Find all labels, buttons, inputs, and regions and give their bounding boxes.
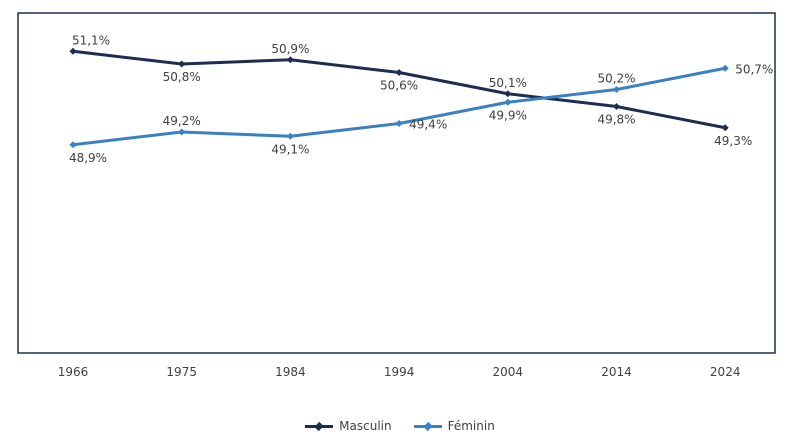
x-tick-label: 2004 xyxy=(493,365,524,379)
x-axis-ticks: 1966 1975 1984 1994 2004 2014 2024 xyxy=(58,365,741,379)
data-label: 50,1% xyxy=(489,76,527,90)
data-label: 50,9% xyxy=(271,42,309,56)
data-labels: 51,1% 50,8% 50,9% 50,6% 50,1% 49,8% 49,3% 48,9%… xyxy=(69,33,773,165)
series-lines xyxy=(69,47,729,149)
legend-label-masculin: Masculin xyxy=(339,419,392,433)
data-label: 48,9% xyxy=(69,151,107,165)
data-point xyxy=(721,64,729,72)
data-label: 50,6% xyxy=(380,79,418,93)
data-point xyxy=(395,119,403,128)
data-point xyxy=(178,128,186,136)
x-tick-label: 2014 xyxy=(601,365,632,379)
plot-frame xyxy=(17,12,776,354)
data-point xyxy=(69,141,77,149)
legend: Masculin Féminin xyxy=(0,419,800,433)
x-tick-label: 1984 xyxy=(275,365,306,379)
data-point xyxy=(178,60,186,68)
data-label: 49,4% xyxy=(409,118,447,132)
data-point xyxy=(286,56,294,64)
legend-swatch-feminin xyxy=(413,421,442,431)
data-point xyxy=(504,98,512,106)
data-label: 50,7% xyxy=(735,62,773,76)
legend-item-masculin[interactable]: Masculin xyxy=(305,419,392,433)
data-label: 49,2% xyxy=(163,114,201,128)
x-tick-label: 1994 xyxy=(384,365,415,379)
legend-label-feminin: Féminin xyxy=(447,419,495,433)
data-point xyxy=(286,132,294,140)
data-label: 50,8% xyxy=(163,70,201,84)
data-point xyxy=(504,90,512,98)
data-label: 49,3% xyxy=(714,134,752,148)
data-label: 51,1% xyxy=(72,33,110,47)
legend-item-feminin[interactable]: Féminin xyxy=(413,419,495,433)
data-label: 49,1% xyxy=(271,142,309,156)
data-label: 50,2% xyxy=(597,72,635,86)
data-point xyxy=(395,68,403,77)
data-label: 49,8% xyxy=(597,113,635,127)
data-point xyxy=(721,124,729,132)
data-label: 49,9% xyxy=(489,108,527,122)
data-point xyxy=(612,85,621,94)
x-tick-label: 1966 xyxy=(58,365,89,379)
legend-swatch-masculin xyxy=(305,421,334,431)
x-tick-label: 1975 xyxy=(166,365,197,379)
data-point xyxy=(612,102,621,111)
x-tick-label: 2024 xyxy=(710,365,741,379)
